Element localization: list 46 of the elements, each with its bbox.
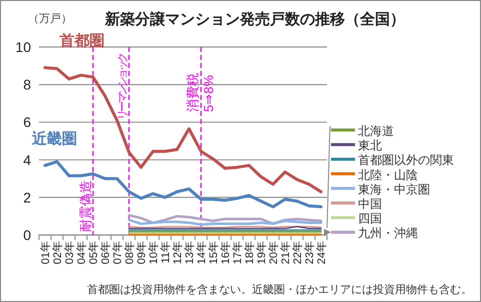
x-tick-label: 21年 [280, 241, 292, 264]
ref-line-label: リーマンショック [117, 52, 129, 120]
y-tick-label: 8 [23, 76, 32, 93]
chart-title: 新築分譲マンション発売戸数の推移（全国） [104, 10, 405, 28]
series-label: 首都圏 [58, 32, 104, 50]
x-tick-label: 23年 [304, 241, 316, 264]
x-tick-label: 01年 [40, 241, 52, 264]
x-tick-label: 08年 [124, 241, 136, 264]
x-tick-label: 10年 [148, 241, 160, 264]
y-tick-label: 10 [15, 39, 32, 55]
x-tick-label: 05年 [88, 241, 100, 264]
x-tick-label: 19年 [256, 241, 268, 264]
x-tick-label: 22年 [292, 241, 304, 264]
y-tick-label: 4 [23, 152, 32, 168]
y-tick-label: 6 [23, 114, 32, 130]
legend-label: 九州・沖縄 [358, 226, 418, 240]
x-tick-label: 11年 [160, 241, 172, 264]
x-tick-label: 17年 [232, 241, 244, 264]
series-label: 近畿圏 [30, 130, 77, 148]
x-tick-label: 06年 [100, 241, 112, 264]
x-tick-label: 02年 [52, 241, 64, 264]
ref-line-label: 耐震偽造 [78, 180, 93, 232]
x-tick-label: 15年 [208, 241, 220, 264]
x-tick-label: 14年 [196, 241, 208, 264]
legend-label: 東北 [358, 138, 382, 153]
x-tick-label: 03年 [64, 241, 76, 264]
x-tick-label: 24年 [316, 241, 328, 264]
x-tick-label: 20年 [268, 241, 280, 264]
y-axis-title: （万戸） [28, 13, 72, 25]
ref-line-label: 消費税 5⇒8% [185, 73, 216, 112]
y-tick-label: 0 [23, 227, 32, 243]
legend-label: 北海道 [358, 124, 394, 138]
x-tick-label: 07年 [112, 241, 124, 264]
legend-label: 四国 [358, 212, 382, 226]
x-tick-label: 04年 [76, 241, 88, 264]
legend-label: 首都圏以外の関東 [358, 153, 454, 168]
x-tick-label: 09年 [136, 241, 148, 264]
x-tick-label: 13年 [184, 241, 196, 264]
x-tick-label: 18年 [244, 241, 256, 264]
text: 首都圏は投資用物件を含まない。近畿圏・ほかエリアには投資用物件も含む。 [87, 283, 472, 296]
legend-label: 北陸・山陰 [358, 168, 418, 182]
y-tick-label: 2 [23, 189, 32, 206]
legend-label: 中国 [358, 197, 382, 211]
legend-label: 東海・中京圏 [358, 182, 430, 196]
x-tick-label: 12年 [172, 241, 184, 264]
x-tick-label: 16年 [220, 241, 232, 264]
